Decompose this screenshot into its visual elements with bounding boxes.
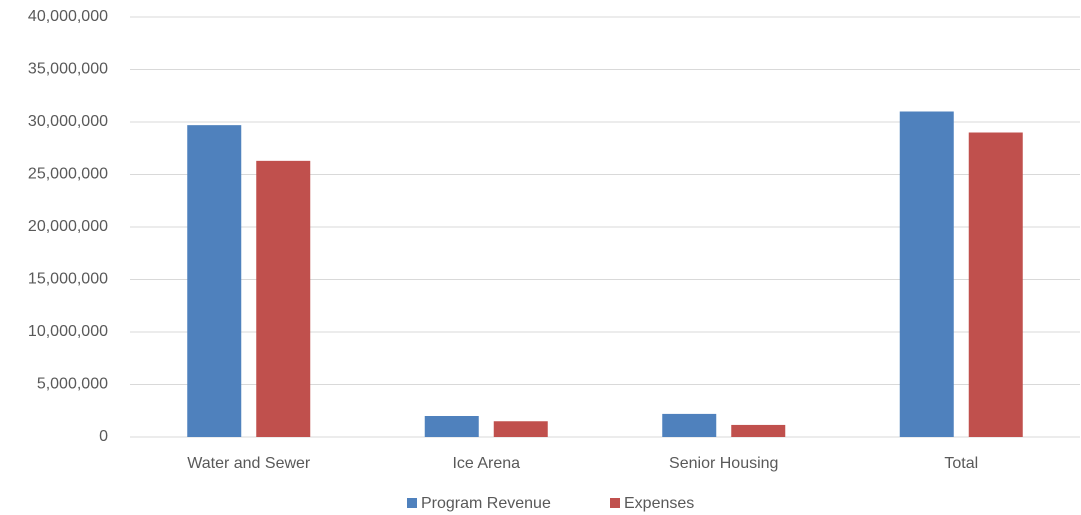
bar <box>256 160 311 437</box>
x-tick-label: Water and Sewer <box>187 455 311 472</box>
y-tick-label: 20,000,000 <box>28 218 108 235</box>
bar <box>424 416 479 437</box>
y-tick-label: 0 <box>99 428 108 445</box>
y-tick-label: 35,000,000 <box>28 61 108 78</box>
x-tick-label: Ice Arena <box>452 455 520 472</box>
x-tick-label: Total <box>944 455 978 472</box>
legend-swatch <box>407 498 417 508</box>
y-tick-label: 40,000,000 <box>28 8 108 25</box>
bar <box>187 125 242 438</box>
x-tick-label: Senior Housing <box>669 455 778 472</box>
bar <box>968 132 1023 437</box>
bar <box>493 421 548 437</box>
bar <box>899 111 954 437</box>
y-tick-label: 5,000,000 <box>37 376 108 393</box>
bar <box>731 424 786 437</box>
legend-swatch <box>610 498 620 508</box>
y-tick-label: 25,000,000 <box>28 166 108 183</box>
legend-label: Program Revenue <box>421 495 551 512</box>
y-tick-label: 15,000,000 <box>28 271 108 288</box>
bar <box>662 413 717 437</box>
y-tick-label: 10,000,000 <box>28 323 108 340</box>
y-tick-label: 30,000,000 <box>28 113 108 130</box>
legend-label: Expenses <box>624 495 694 512</box>
